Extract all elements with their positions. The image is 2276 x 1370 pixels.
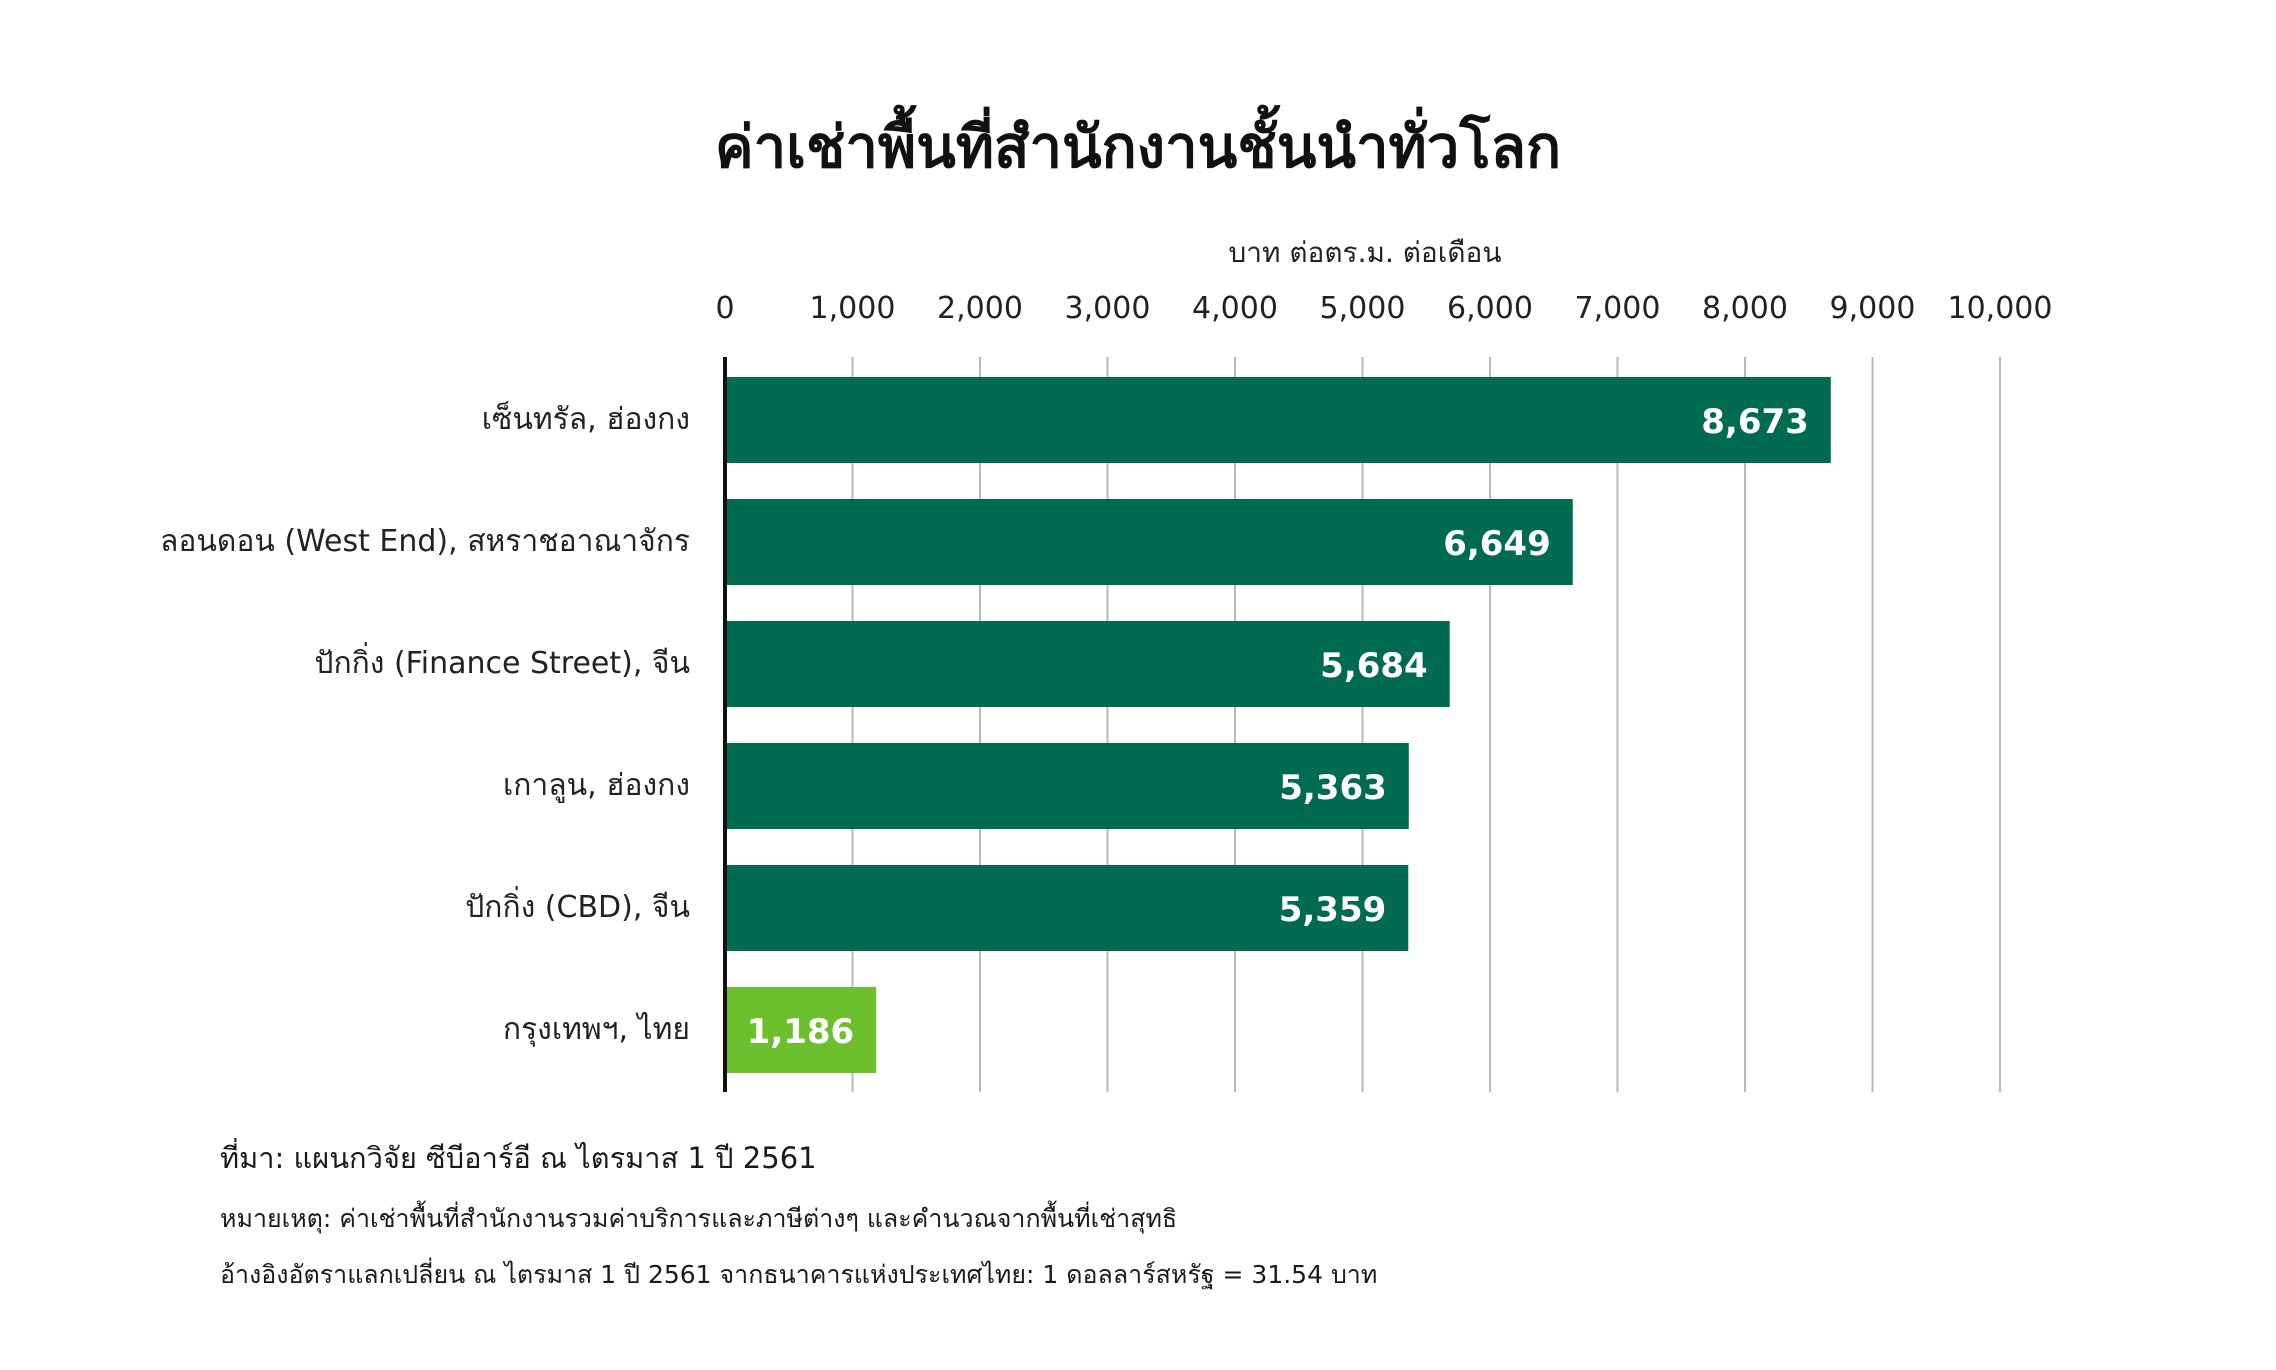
x-tick-label: 2,000 <box>937 291 1023 326</box>
remark-note: หมายเหตุ: ค่าเช่าพื้นที่สำนักงานรวมค่าบร… <box>220 1204 1178 1233</box>
x-tick-label: 9,000 <box>1830 291 1916 326</box>
bar <box>725 377 1831 463</box>
bar-chart: บาท ต่อตร.ม. ต่อเดือน 0 1,000 2,000 3,000 4,… <box>160 236 2052 1092</box>
category-label: ปักกิ่ง (CBD), จีน <box>465 886 690 925</box>
exchange-rate-note: อ้างอิงอัตราแลกเปลี่ยน ณ ไตรมาส 1 ปี 256… <box>220 1260 1378 1289</box>
gridlines <box>851 357 2001 1092</box>
bar <box>725 865 1409 951</box>
bar-value-label: 5,359 <box>1279 890 1387 930</box>
category-label: กรุงเทพฯ, ไทย <box>503 1011 690 1048</box>
category-label: ปักกิ่ง (Finance Street), จีน <box>314 642 690 681</box>
x-tick-label: 5,000 <box>1320 291 1406 326</box>
category-label: เซ็นทรัล, ฮ่องกง <box>482 400 690 437</box>
bar-value-label: 5,363 <box>1279 768 1387 808</box>
x-tick-labels: 0 1,000 2,000 3,000 4,000 5,000 6,000 7,000 8,00… <box>715 291 2052 326</box>
footnotes: ที่มา: แผนกวิจัย ซีบีอาร์อี ณ ไตรมาส 1 ป… <box>220 1135 1377 1311</box>
bar-value-label: 8,673 <box>1701 402 1809 442</box>
x-tick-label: 10,000 <box>1948 291 2053 326</box>
bar-value-label: 6,649 <box>1443 524 1551 564</box>
x-tick-label: 1,000 <box>810 291 896 326</box>
bar <box>725 621 1450 707</box>
x-tick-label: 6,000 <box>1447 291 1533 326</box>
x-tick-label: 7,000 <box>1575 291 1661 326</box>
category-label: เกาลูน, ฮ่องกง <box>503 768 690 803</box>
bar-value-label: 5,684 <box>1320 646 1428 686</box>
bar <box>725 743 1409 829</box>
source-note: ที่มา: แผนกวิจัย ซีบีอาร์อี ณ ไตรมาส 1 ป… <box>220 1141 817 1175</box>
x-tick-label: 0 <box>715 291 734 326</box>
bars <box>725 377 1831 1073</box>
bar-value-labels: 8,673 6,649 5,684 5,363 5,359 1,186 <box>747 402 1809 1052</box>
bar-value-label: 1,186 <box>747 1012 855 1052</box>
bar <box>725 499 1573 585</box>
x-tick-label: 8,000 <box>1702 291 1788 326</box>
chart-title: ค่าเช่าพื้นที่สำนักงานชั้นนำทั่วโลก <box>714 113 1562 181</box>
category-label: ลอนดอน (West End), สหราชอาณาจักร <box>160 524 690 559</box>
bar <box>725 987 877 1073</box>
x-axis-label: บาท ต่อตร.ม. ต่อเดือน <box>1229 236 1502 269</box>
x-tick-label: 4,000 <box>1192 291 1278 326</box>
x-tick-label: 3,000 <box>1065 291 1151 326</box>
